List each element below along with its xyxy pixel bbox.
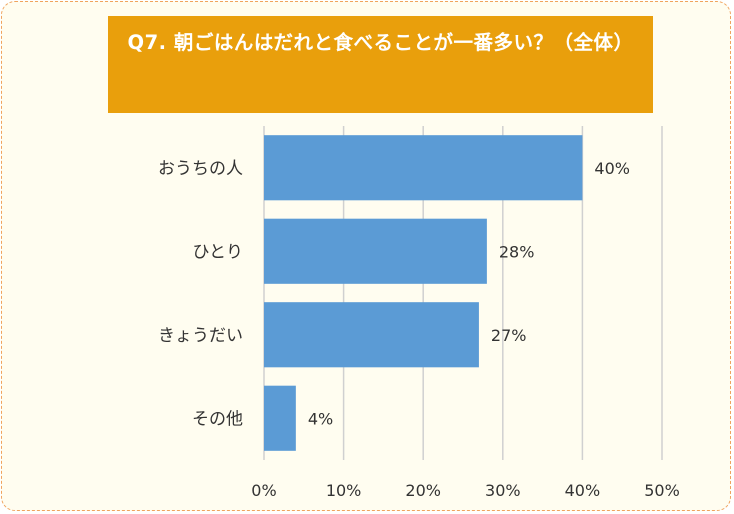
category-label: おうちの人 bbox=[158, 159, 243, 179]
bar bbox=[264, 302, 479, 368]
data-label: 4% bbox=[308, 409, 333, 428]
category-label: きょうだい bbox=[158, 326, 243, 346]
data-labels: 40% 28% 27% 4% bbox=[308, 159, 630, 429]
data-label: 27% bbox=[491, 326, 527, 345]
bar bbox=[264, 135, 583, 201]
data-label: 40% bbox=[594, 159, 630, 178]
x-tick-label: 40% bbox=[565, 481, 601, 500]
category-label: その他 bbox=[192, 409, 243, 429]
bar bbox=[264, 218, 487, 284]
chart-title: Q7. 朝ごはんはだれと食べることが一番多い？（全体） bbox=[108, 16, 653, 113]
x-tick-label: 20% bbox=[405, 481, 441, 500]
x-tick-label: 10% bbox=[326, 481, 362, 500]
x-tick-label: 30% bbox=[485, 481, 521, 500]
bar bbox=[264, 385, 296, 451]
x-tick-labels: 0% 10% 20% 30% 40% 50% bbox=[251, 481, 679, 500]
bars bbox=[264, 135, 583, 451]
x-tick-label: 0% bbox=[251, 481, 276, 500]
category-label: ひとり bbox=[193, 242, 244, 262]
x-tick-label: 50% bbox=[644, 481, 680, 500]
data-label: 28% bbox=[499, 242, 535, 261]
